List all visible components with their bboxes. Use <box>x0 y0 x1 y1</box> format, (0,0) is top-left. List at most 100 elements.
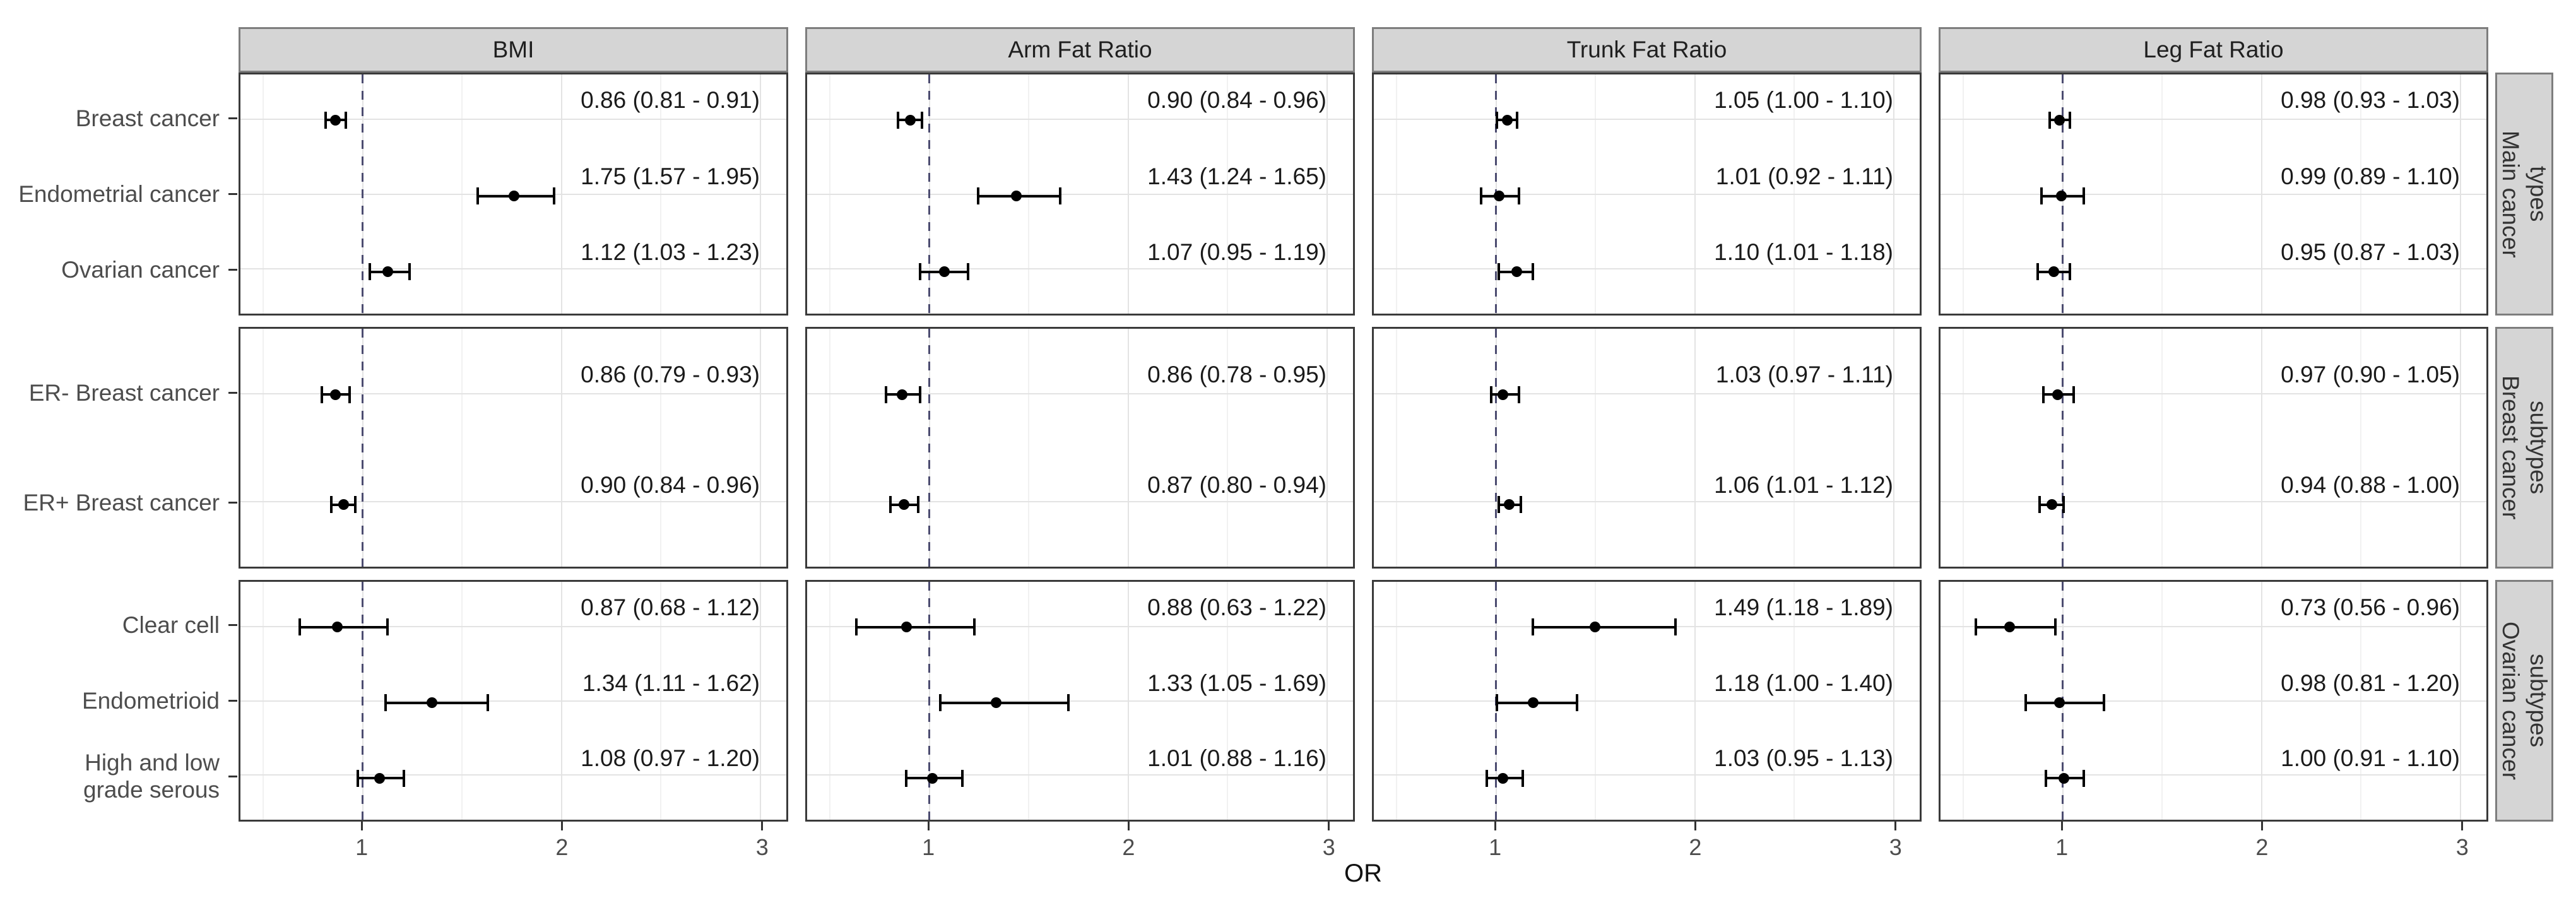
ci-cap-high <box>1059 187 1062 204</box>
facet-panel: 0.90 (0.84 - 0.96) 1.43 (1.24 - 1.65) 1.07… <box>805 73 1355 316</box>
or-value-label: 1.01 (0.92 - 1.11) <box>1715 163 1893 189</box>
ci-cap-low <box>2044 769 2047 787</box>
ci-cap-high <box>967 263 970 281</box>
ci-cap-high <box>1674 618 1677 636</box>
gridline-major-horizontal <box>1374 700 1920 702</box>
gridline-major-horizontal <box>807 268 1353 269</box>
x-tick-mark <box>1328 822 1330 830</box>
ci-cap-low <box>889 496 892 514</box>
ci-cap-low <box>330 496 333 514</box>
ci-cap-high <box>1518 386 1521 403</box>
or-value-label: 0.98 (0.81 - 1.20) <box>2281 670 2460 696</box>
reference-line <box>928 74 931 314</box>
or-value-label: 1.34 (1.11 - 1.62) <box>582 670 760 696</box>
or-value-label: 1.05 (1.00 - 1.10) <box>1714 87 1893 114</box>
or-value-label: 1.00 (0.91 - 1.10) <box>2281 745 2460 772</box>
facet-row-strip-label: Breast cancer subtypes <box>2498 375 2551 520</box>
gridline-major-vertical <box>2460 329 2462 567</box>
y-tick-mark <box>228 700 237 702</box>
ci-cap-low <box>2036 263 2039 281</box>
x-tick-mark <box>761 822 764 830</box>
ci-cap-low <box>2042 386 2045 403</box>
y-axis-label: Ovarian cancer <box>61 257 220 283</box>
or-point <box>338 499 349 511</box>
gridline-major-horizontal <box>1374 393 1920 394</box>
facet-panel: 1.03 (0.97 - 1.11) 1.06 (1.01 - 1.12) <box>1372 327 1922 569</box>
or-value-label: 0.87 (0.68 - 1.12) <box>581 594 760 620</box>
x-tick-label: 2 <box>555 834 569 860</box>
reference-line <box>362 329 364 567</box>
ci-cap-high <box>2068 263 2071 281</box>
gridline-major-horizontal <box>240 774 786 776</box>
x-tick-mark <box>2461 822 2464 830</box>
gridline-major-horizontal <box>807 393 1353 394</box>
ci-errorbar <box>1975 625 2056 629</box>
or-value-label: 1.03 (0.95 - 1.13) <box>1714 745 1893 772</box>
gridline-major-vertical <box>560 329 562 567</box>
x-tick-label: 1 <box>922 834 935 860</box>
y-tick-mark <box>228 117 237 119</box>
or-point <box>2048 266 2059 278</box>
or-value-label: 1.01 (0.88 - 1.16) <box>1147 745 1326 772</box>
gridline-major-horizontal <box>1374 501 1920 503</box>
reference-line <box>2062 329 2064 567</box>
or-point <box>374 772 386 784</box>
facet-panel: 0.88 (0.63 - 1.22) 1.33 (1.05 - 1.69) 1.01… <box>805 580 1355 822</box>
or-point <box>332 622 343 633</box>
x-tick-label: 3 <box>1322 834 1335 860</box>
or-point <box>991 697 1002 708</box>
x-tick-mark <box>2260 822 2263 830</box>
facet-panel: 1.05 (1.00 - 1.10) 1.01 (0.92 - 1.11) 1.10… <box>1372 73 1922 316</box>
facet-column-strip: Trunk Fat Ratio <box>1372 27 1922 73</box>
x-tick-label: 3 <box>755 834 769 860</box>
ci-cap-high <box>344 111 347 129</box>
or-point <box>1498 772 1509 784</box>
y-axis-label: ER+ Breast cancer <box>23 490 220 516</box>
ci-cap-low <box>356 769 359 787</box>
x-tick-mark <box>1894 822 1897 830</box>
reference-line <box>362 582 364 820</box>
or-point <box>330 114 341 126</box>
reference-line <box>928 582 931 820</box>
ci-cap-high <box>348 386 351 403</box>
ci-cap-high <box>1532 263 1535 281</box>
ci-cap-low <box>1496 111 1499 129</box>
facet-column-strip-label: Arm Fat Ratio <box>1008 37 1152 62</box>
gridline-major-horizontal <box>1374 268 1920 269</box>
ci-cap-high <box>2102 694 2105 711</box>
or-point <box>1511 266 1523 278</box>
reference-line <box>928 329 931 567</box>
ci-cap-low <box>324 111 327 129</box>
gridline-minor-vertical <box>461 329 463 567</box>
ci-cap-high <box>2072 386 2075 403</box>
facet-column-strip-label: Trunk Fat Ratio <box>1566 37 1727 62</box>
ci-cap-high <box>402 769 405 787</box>
ci-cap-high <box>354 496 357 514</box>
y-axis-label: Breast cancer <box>75 105 220 131</box>
gridline-major-horizontal <box>240 393 786 394</box>
y-tick-mark <box>228 624 237 627</box>
gridline-major-horizontal <box>240 268 786 269</box>
or-value-label: 1.18 (1.00 - 1.40) <box>1714 670 1893 696</box>
gridline-major-vertical <box>1893 329 1895 567</box>
or-value-label: 1.08 (0.97 - 1.20) <box>581 745 760 772</box>
or-value-label: 0.87 (0.80 - 0.94) <box>1147 471 1326 498</box>
or-point <box>1011 191 1022 201</box>
gridline-major-horizontal <box>1941 119 2486 121</box>
facet-row-strip: Main cancer types <box>2495 73 2553 316</box>
facet-panel: 0.86 (0.78 - 0.95) 0.87 (0.80 - 0.94) <box>805 327 1355 569</box>
facet-row-strip-label: Ovarian cancer subtypes <box>2498 622 2551 780</box>
facet-panel: 0.97 (0.90 - 1.05) 0.94 (0.88 - 1.00) <box>1939 327 2488 569</box>
facet-column-strip-label: BMI <box>492 37 535 62</box>
or-point <box>382 266 393 278</box>
y-tick-mark <box>228 391 237 394</box>
ci-cap-high <box>486 694 489 711</box>
gridline-minor-vertical <box>660 329 662 567</box>
gridline-minor-vertical <box>1793 329 1795 567</box>
ci-cap-high <box>919 386 922 403</box>
or-point <box>2054 114 2065 126</box>
facet-panel: 0.73 (0.56 - 0.96) 0.98 (0.81 - 1.20) 1.00… <box>1939 580 2488 822</box>
or-value-label: 1.49 (1.18 - 1.89) <box>1714 594 1893 620</box>
ci-cap-high <box>1520 496 1523 514</box>
x-tick-mark <box>2060 822 2063 830</box>
